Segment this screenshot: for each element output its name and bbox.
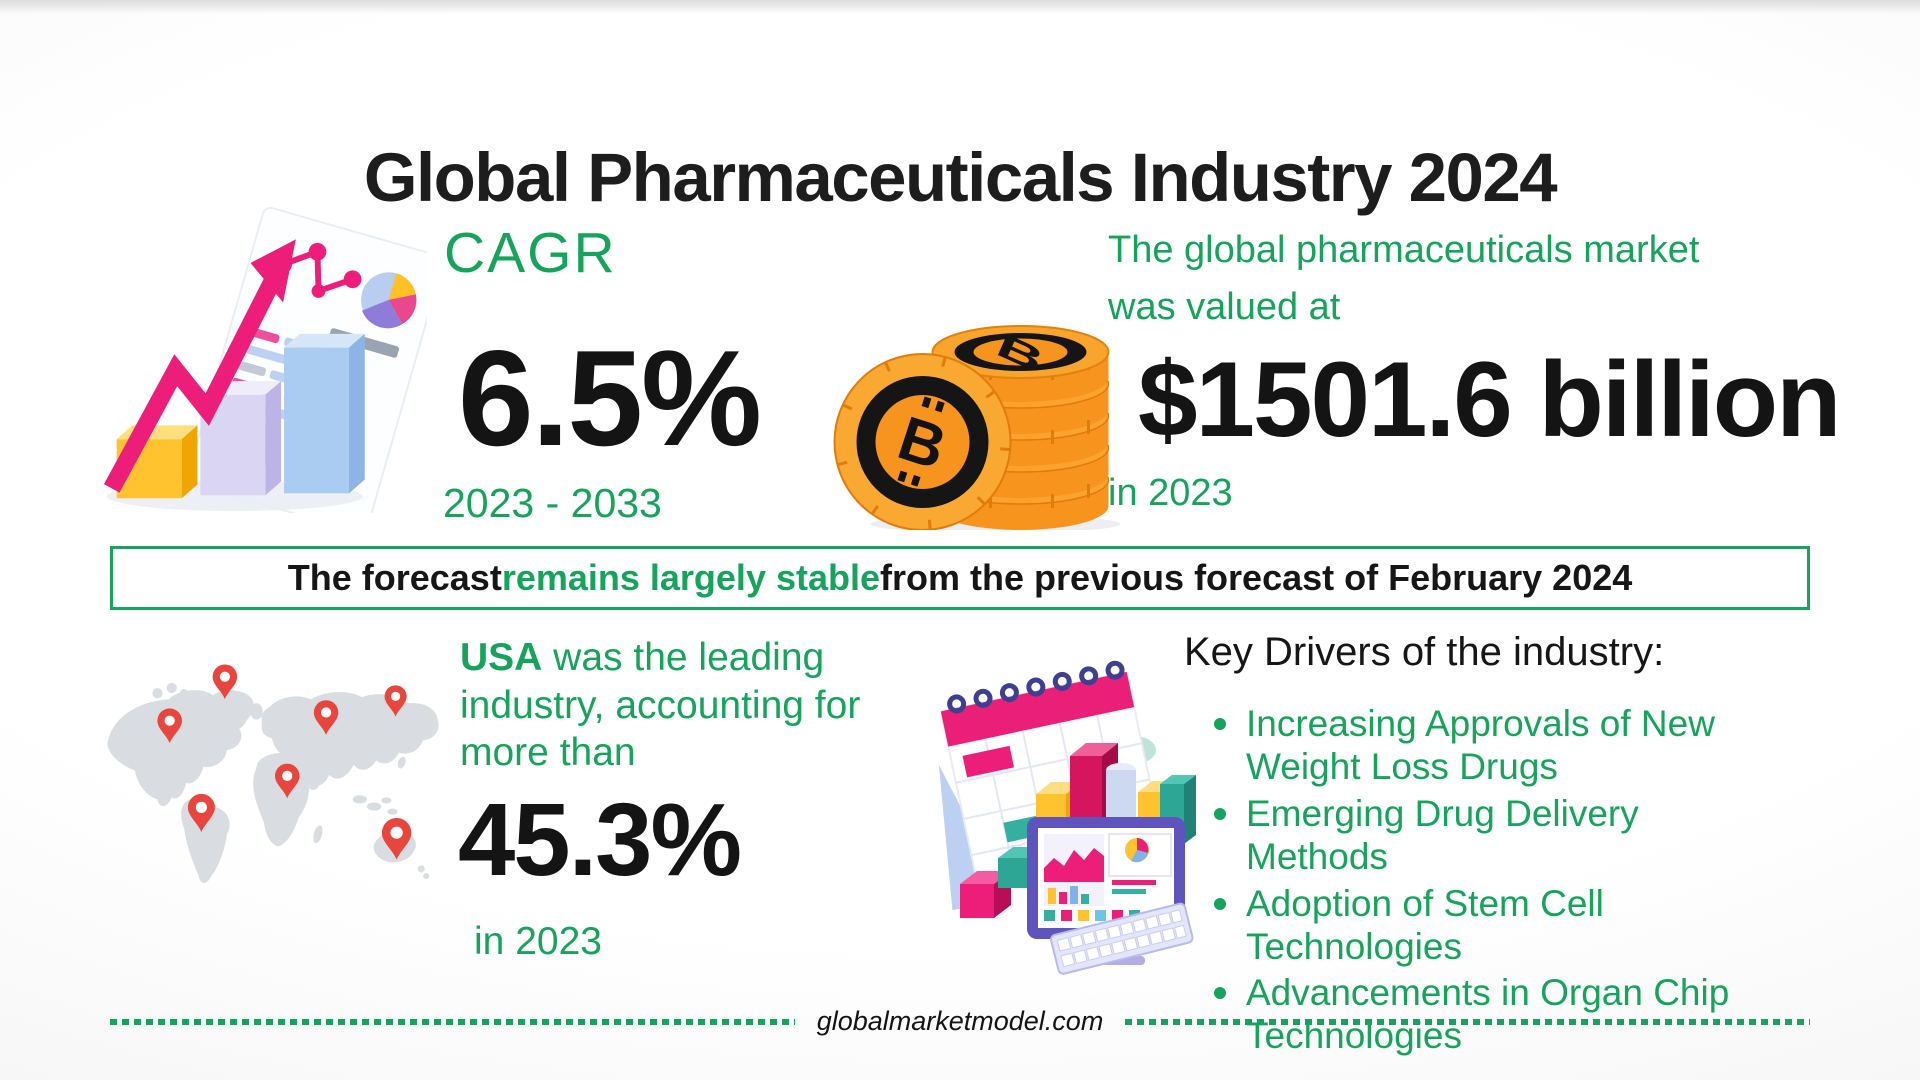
forecast-banner-prefix: The forecast [287, 557, 502, 598]
key-driver-item: Increasing Approvals of New Weight Loss … [1184, 703, 1784, 789]
footer-website: globalmarketmodel.com [816, 1006, 1104, 1036]
market-value-year: in 2023 [1108, 472, 1233, 514]
usa-lead-rest: was the leading industry, accounting for… [460, 636, 861, 775]
cagr-value: 6.5% [458, 322, 762, 474]
usa-lead-bold: USA [460, 636, 543, 679]
map-pin [384, 685, 407, 717]
map-pins [157, 664, 412, 860]
forecast-banner: The forecast remains largely stable from… [110, 546, 1810, 610]
key-driver-item: Emerging Drug Delivery Methods [1184, 793, 1784, 879]
calendar-computer-illustration [938, 660, 1196, 975]
footer: globalmarketmodel.com [110, 1006, 1810, 1037]
key-driver-item: Adoption of Stem Cell Technologies [1184, 883, 1784, 969]
growth-chart-illustration [103, 206, 427, 513]
bitcoin-coin-icon: B [833, 353, 1012, 530]
forecast-banner-suffix: from the previous forecast of February 2… [880, 557, 1633, 598]
forecast-banner-highlight: remains largely stable [501, 557, 881, 598]
world-map-illustration [107, 664, 439, 883]
market-value-intro-line2: was valued at [1108, 286, 1341, 328]
pie-chart-icon [361, 272, 417, 329]
growth-arrow-icon [103, 239, 296, 493]
usa-lead-text: USA was the leading industry, accounting… [460, 634, 915, 777]
map-pin [212, 664, 238, 700]
map-pin [313, 700, 339, 735]
usa-share-year: in 2023 [474, 920, 602, 963]
market-value-amount: $1501.6 billion [1138, 339, 1841, 459]
usa-share-value: 45.3% [458, 782, 742, 897]
map-pin [274, 763, 300, 799]
monitor-icon [1027, 817, 1185, 965]
footer-divider-right [1125, 1018, 1810, 1025]
bitcoin-coins-illustration: B B [833, 325, 1121, 530]
keyboard-icon [1050, 902, 1194, 975]
coin-stack-icon: B B [833, 325, 1110, 530]
map-pin [157, 708, 182, 744]
footer-divider-left [110, 1018, 795, 1025]
market-value-intro: The global pharmaceuticals market was va… [1108, 222, 1699, 336]
cagr-label: CAGR [444, 221, 617, 285]
key-drivers-list: Increasing Approvals of New Weight Loss … [1184, 703, 1784, 1058]
key-drivers-heading: Key Drivers of the industry: [1184, 630, 1665, 674]
map-pin [381, 818, 412, 860]
map-pin [187, 793, 215, 833]
market-value-intro-line1: The global pharmaceuticals market [1108, 229, 1700, 271]
continents [107, 682, 439, 883]
bar-3d-blue [284, 333, 365, 494]
page-title: Global Pharmaceuticals Industry 2024 [363, 139, 1558, 217]
cagr-period: 2023 - 2033 [443, 480, 662, 526]
key-drivers-section: Key Drivers of the industry: Increasing … [1184, 630, 1784, 1062]
